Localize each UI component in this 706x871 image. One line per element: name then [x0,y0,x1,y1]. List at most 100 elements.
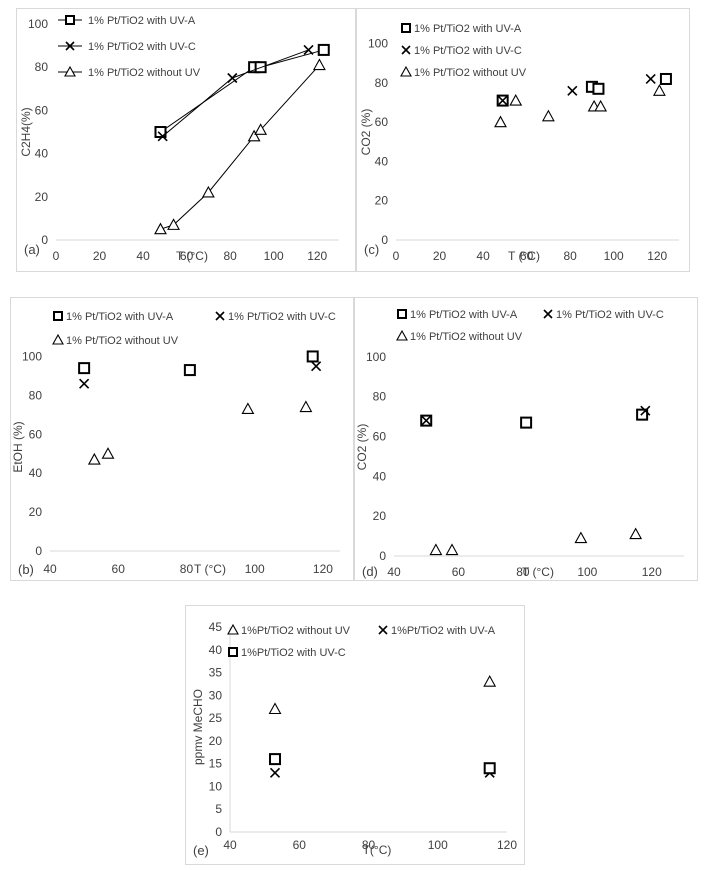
y-tick-label: 100 [366,350,386,364]
x-tick-label: 120 [307,249,327,263]
legend-entry: 1% Pt/TiO2 without UV [400,65,527,79]
y-tick-label: 35 [209,666,223,680]
y-tick-label: 40 [209,643,223,657]
legend-entry: 1% Pt/TiO2 with UV-A [397,309,518,321]
x-tick-label: 80 [516,565,530,579]
series-triangle [494,84,666,128]
x-tick-label: 20 [93,249,107,263]
data-point [101,447,115,459]
legend-marker [53,311,63,321]
y-axis-label: ppmv MeCHO [191,689,205,765]
legend-label: 1% Pt/TiO2 with UV-C [228,311,336,323]
x-tick-label: 120 [313,562,333,576]
legend-marker [396,329,408,341]
data-point [520,416,533,429]
legend-entry: 1%Pt/TiO2 with UV-A [378,625,496,637]
x-tick-label: 0 [393,249,400,263]
data-point [268,702,282,715]
legend-label: 1% Pt/TiO2 without UV [88,67,201,79]
legend-marker [215,311,225,321]
data-point [154,126,167,138]
y-tick-label: 100 [368,37,388,51]
data-point [429,543,443,556]
legend-label: 1% Pt/TiO2 with UV-C [88,41,196,53]
legend-entry: 1% Pt/TiO2 without UV [52,333,179,347]
chart-a: 0 20 40 60 80 100 0 20 40 60 80 100 120 T (°C) C2H4(%)… [16,8,356,272]
legend-label: 1% Pt/TiO2 with UV-C [556,309,664,321]
legend-marker [400,65,412,77]
x-tick-label: 120 [642,565,662,579]
x-tick-label: 60 [293,838,307,852]
data-point [421,415,432,426]
y-tick-label: 0 [215,825,222,839]
legend-label: 1% Pt/TiO2 with UV-C [414,45,522,57]
legend-entry: 1% Pt/TiO2 without UV [58,65,201,79]
x-tick-label: 80 [223,249,237,263]
legend-marker [65,41,75,51]
x-tick-label: 120 [647,249,667,263]
data-point [494,115,507,128]
legend-entry: 1% Pt/TiO2 with UV-C [543,309,664,321]
series-x [497,73,656,106]
legend-marker [397,309,407,319]
y-axis-label: C2H4(%) [19,107,33,156]
x-tick-label: 60 [180,249,194,263]
x-tick-label: 40 [476,249,490,263]
data-point [154,222,167,235]
legend-entry: 1% Pt/TiO2 with UV-C [58,41,196,53]
data-point [269,753,282,766]
legend-label: 1% Pt/TiO2 with UV-A [410,309,518,321]
chart-c: 0 20 40 60 80 100 0 20 40 60 80 100 120 T (°C) CO2 (%)… [356,8,690,272]
data-point [483,762,496,775]
legend-label: 1%Pt/TiO2 without UV [241,625,351,637]
legend-entry: 1% Pt/TiO2 with UV-A [53,311,174,323]
legend-label: 1% Pt/TiO2 without UV [414,67,527,79]
y-axis-label: EtOH (%) [11,421,25,472]
series-square [78,350,319,377]
x-tick-label: 100 [604,249,624,263]
legend-entry: 1% Pt/TiO2 with UV-A [401,23,522,35]
x-tick-label: 80 [180,562,194,576]
series-x [157,44,314,142]
legend-label: 1% Pt/TiO2 without UV [410,331,523,343]
legend-marker [401,45,411,55]
legend-entry: 1%Pt/TiO2 without UV [227,623,351,637]
y-axis-label: CO2 (%) [359,109,373,156]
legend-label: 1% Pt/TiO2 with UV-A [66,311,174,323]
legend-label: 1% Pt/TiO2 with UV-A [88,15,196,27]
series-triangle [268,675,497,715]
y-tick-label: 80 [35,60,49,74]
data-point [640,405,651,416]
y-tick-label: 5 [215,802,222,816]
x-axis-label: T (°C) [176,249,208,263]
data-point [645,73,656,85]
x-tick-label: 100 [428,838,448,852]
data-point [659,72,672,85]
y-tick-label: 60 [373,430,387,444]
legend-label: 1%Pt/TiO2 with UV-C [241,647,346,659]
y-tick-label: 0 [41,233,48,247]
series-square [269,753,496,775]
legend-entry: 1% Pt/TiO2 with UV-C [215,311,336,323]
y-tick-label: 80 [375,76,389,90]
panel-label: (a) [24,242,40,257]
legend-label: 1% Pt/TiO2 with UV-A [414,23,522,35]
y-tick-label: 20 [35,190,49,204]
chart-panel-a: 0 20 40 60 80 100 0 20 40 60 80 100 120 T (°C) C2H4(%)… [16,8,356,272]
chart-panel-b: 0 20 40 60 80 100 40 60 80 100 120 T (°C) EtOH (%) (b… [10,297,354,581]
chart-d: 0 20 40 60 80 100 40 60 80 100 120 T (°C) CO2 (%) (d)… [354,297,698,581]
legend-marker [378,625,388,635]
x-tick-label: 80 [563,249,577,263]
y-tick-label: 30 [209,688,223,702]
legend-marker [227,623,239,635]
data-point [311,361,322,372]
legend-entry: 1% Pt/TiO2 with UV-C [401,45,522,57]
y-tick-label: 10 [209,779,223,793]
x-tick-label: 60 [112,562,126,576]
chart-panel-c: 0 20 40 60 80 100 0 20 40 60 80 100 120 T (°C) CO2 (%)… [356,8,690,272]
data-point [87,452,101,465]
legend-marker [543,309,553,319]
legend-entry: 1%Pt/TiO2 with UV-C [228,647,346,659]
panel-label: (d) [362,564,378,579]
data-point [497,95,508,106]
